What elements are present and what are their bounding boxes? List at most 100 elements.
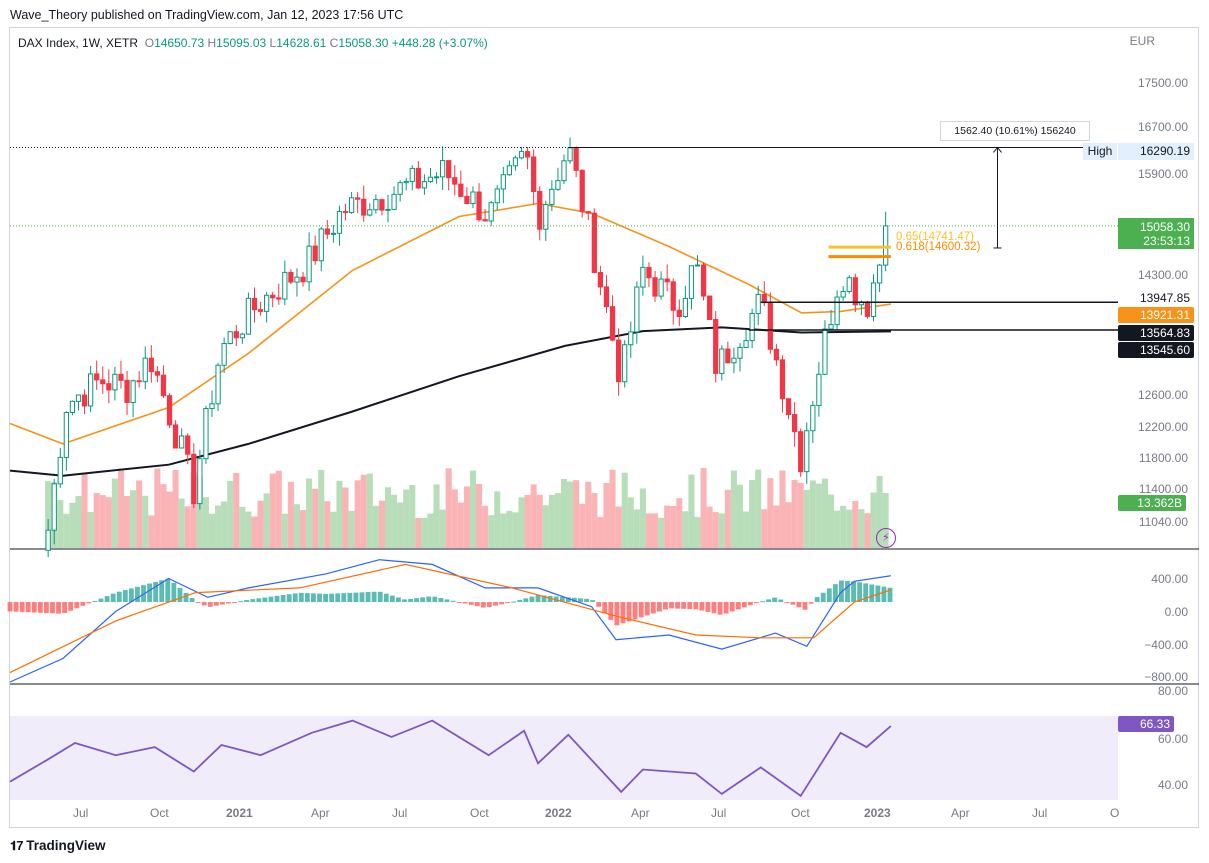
volume-bar <box>178 498 185 548</box>
volume-bar <box>567 481 574 548</box>
macd-histogram-bar <box>128 588 134 603</box>
change-value: +448.28 (+3.07%) <box>391 36 488 50</box>
candle-body <box>300 276 306 283</box>
macd-histogram-bar <box>262 597 268 603</box>
macd-histogram-bar <box>450 600 456 603</box>
candle-body <box>106 383 112 391</box>
time-tick: Oct <box>470 806 489 820</box>
volume-bar <box>397 502 404 548</box>
volume-bar <box>645 513 652 548</box>
candle-body <box>834 296 840 326</box>
candle-body <box>609 306 616 341</box>
macd-histogram-bar <box>438 598 444 603</box>
volume-bar <box>658 517 665 548</box>
macd-histogram-bar <box>571 597 577 603</box>
macd-histogram-bar <box>329 593 335 603</box>
macd-histogram-bar <box>681 602 687 609</box>
candle-body <box>828 324 834 330</box>
lightning-icon[interactable]: ⚡ <box>876 528 896 548</box>
candle-body <box>342 211 349 214</box>
candle-body <box>154 371 161 376</box>
macd-histogram-bar <box>159 580 165 603</box>
volume-bar <box>773 505 780 548</box>
volume-bar <box>190 472 197 548</box>
candle-body <box>185 435 191 455</box>
volume-bar <box>615 506 622 548</box>
candle-body <box>864 301 871 317</box>
volume-bar <box>476 483 483 548</box>
macd-histogram-bar <box>602 602 608 614</box>
volume-bar <box>743 511 750 548</box>
candle-body <box>397 182 403 195</box>
volume-bar <box>318 469 325 548</box>
volume-bar <box>312 488 319 548</box>
macd-histogram-bar <box>474 602 480 607</box>
rsi-line <box>9 719 892 798</box>
symbol-legend: DAX Index, 1W, XETR O14650.73 H15095.03 … <box>18 36 488 50</box>
candle-body <box>203 408 209 460</box>
macd-histogram-bar <box>19 602 25 612</box>
sma-line <box>9 326 891 477</box>
macd-histogram-bar <box>596 602 602 607</box>
volume-bar <box>827 494 835 548</box>
volume-bar <box>445 468 452 548</box>
candle-body <box>81 394 88 407</box>
macd-histogram-bar <box>705 602 711 612</box>
candle-body <box>112 373 118 391</box>
macd-histogram-bar <box>323 593 329 603</box>
macd-histogram-bar <box>414 598 420 603</box>
macd-histogram-bar <box>92 600 98 603</box>
macd-histogram-bar <box>389 595 395 603</box>
candle-body <box>63 412 69 458</box>
candle-body <box>45 529 51 551</box>
price-lines <box>9 202 892 477</box>
macd-histogram-bar <box>280 595 286 603</box>
volume-bar <box>870 492 877 548</box>
macd-histogram-bar <box>851 581 856 603</box>
candle-body <box>561 160 567 182</box>
volume-bar <box>530 484 537 548</box>
volume-bar <box>342 487 349 548</box>
candle-body <box>658 278 664 297</box>
candle-body <box>264 294 270 312</box>
macd-histogram-bar <box>377 591 383 603</box>
volume-bar <box>506 510 513 548</box>
volume-bar <box>469 470 477 548</box>
macd-histogram-bar <box>650 602 656 614</box>
volume-bar <box>421 517 428 548</box>
macd-histogram-bar <box>153 581 159 603</box>
candle-body <box>355 197 361 200</box>
candle-body <box>785 398 792 416</box>
candle-body <box>846 277 852 292</box>
candle-body <box>452 177 458 185</box>
macd-histogram-bar <box>219 602 225 605</box>
candle-body <box>136 380 142 383</box>
volume-bar <box>378 500 385 548</box>
candle-body <box>494 188 500 204</box>
price-tick: 15900.00 <box>1137 167 1188 181</box>
macd-histogram-bar <box>189 597 195 603</box>
macd-histogram-bar <box>541 595 547 603</box>
macd-histogram-bar <box>420 597 426 603</box>
candle-body <box>276 297 282 300</box>
rsi-band <box>10 716 1118 800</box>
candle-body <box>306 245 312 283</box>
volume-bar <box>573 480 580 548</box>
candle-body <box>215 364 221 405</box>
volume-bar <box>639 488 646 548</box>
currency-label: EUR <box>1129 34 1155 48</box>
candle-body <box>233 331 239 339</box>
volume-bar <box>384 487 392 548</box>
macd-histogram-bar <box>608 602 614 620</box>
tradingview-logo[interactable]: 𝟏7 TradingView <box>10 838 106 854</box>
volume-bar <box>215 505 222 548</box>
volume-bar <box>196 476 203 548</box>
macd-histogram-bar <box>796 602 802 608</box>
macd-histogram-bar <box>517 599 523 603</box>
volume-bar <box>451 489 458 548</box>
time-tick: Jul <box>711 806 727 820</box>
volume-bar <box>494 491 501 548</box>
volume-bar <box>548 494 555 548</box>
macd-histogram-bar <box>408 598 413 603</box>
